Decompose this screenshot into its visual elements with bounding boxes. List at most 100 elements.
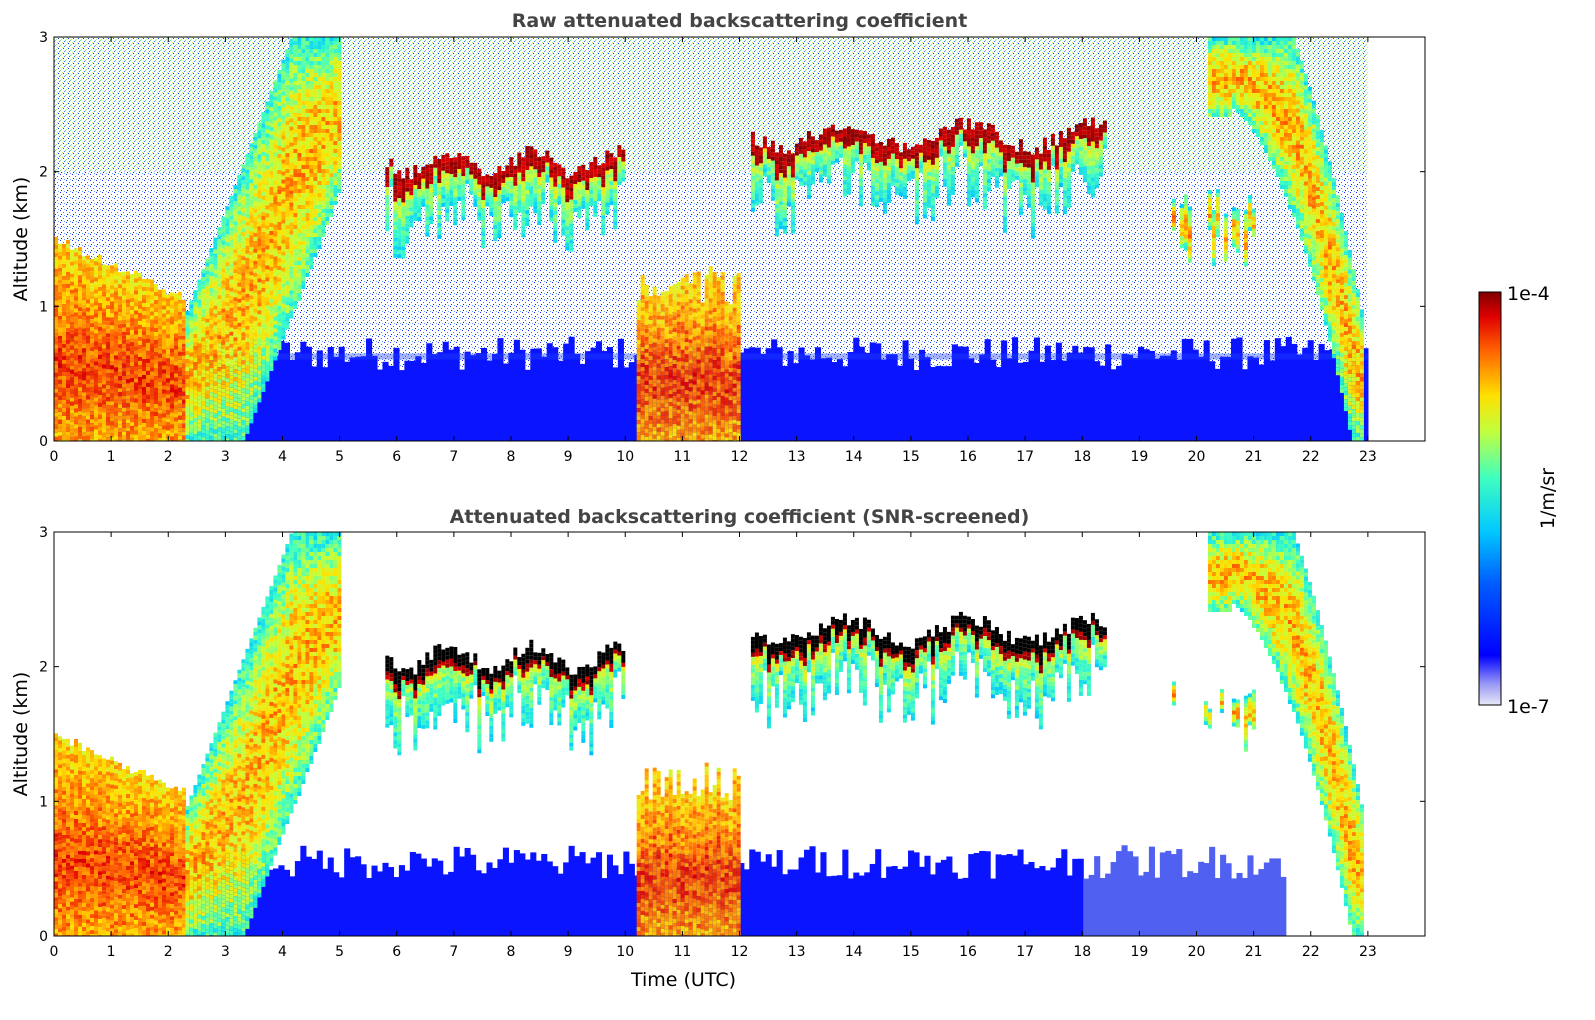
backscatter-cell (281, 139, 286, 144)
backscatter-cell (209, 320, 214, 325)
backscatter-cell (150, 299, 154, 304)
backscatter-cell (229, 367, 234, 372)
backscatter-cell (82, 296, 86, 301)
backscatter-cell (648, 304, 653, 309)
backscatter-cell (134, 338, 138, 343)
backscatter-cell (405, 231, 410, 236)
backscatter-cell (225, 326, 230, 331)
backscatter-cell (114, 343, 118, 348)
backscatter-cell (393, 253, 398, 258)
backscatter-cell (257, 194, 262, 199)
backscatter-cell (337, 65, 342, 69)
backscatter-cell (261, 379, 266, 384)
backscatter-cell (126, 399, 130, 404)
backscatter-cell (553, 214, 558, 219)
backscatter-cell (329, 197, 334, 201)
backscatter-cell (265, 125, 270, 130)
backscatter-cell (253, 336, 258, 341)
backscatter-cell (225, 342, 230, 347)
backscatter-cell (577, 202, 582, 207)
backscatter-cell (58, 419, 62, 424)
backscatter-cell (281, 99, 286, 104)
backscatter-cell (644, 356, 649, 361)
backscatter-cell (425, 204, 430, 209)
backscatter-cell (277, 146, 282, 151)
backscatter-cell (146, 306, 150, 311)
backscatter-cell (162, 357, 166, 362)
aerosol-cell (617, 338, 624, 441)
backscatter-cell (245, 189, 250, 194)
backscatter-cell (193, 386, 198, 391)
backscatter-cell (237, 286, 242, 291)
backscatter-cell (217, 259, 222, 264)
backscatter-cell (293, 77, 298, 81)
backscatter-cell (281, 299, 286, 304)
backscatter-cell (70, 413, 74, 418)
backscatter-cell (197, 299, 202, 304)
aerosol-cell (825, 357, 832, 441)
backscatter-cell (78, 427, 82, 432)
backscatter-cell (640, 343, 645, 348)
backscatter-cell (213, 285, 218, 290)
backscatter-cell (605, 198, 610, 203)
backscatter-cell (241, 364, 246, 369)
backscatter-cell (110, 313, 114, 318)
backscatter-cell (557, 164, 562, 169)
backscatter-cell (150, 407, 154, 412)
backscatter-cell (457, 180, 462, 185)
backscatter-cell (553, 226, 558, 231)
backscatter-cell (86, 303, 90, 308)
backscatter-cell (289, 290, 294, 295)
backscatter-cell (525, 198, 530, 203)
backscatter-cell (70, 257, 74, 262)
backscatter-cell (305, 181, 310, 185)
backscatter-cell (493, 221, 498, 226)
backscatter-cell (601, 171, 606, 176)
backscatter-cell (213, 269, 218, 274)
backscatter-cell (305, 233, 310, 237)
backscatter-cell (517, 156, 522, 161)
aerosol-cell (1066, 352, 1073, 441)
backscatter-cell (106, 429, 110, 434)
backscatter-cell (281, 67, 286, 72)
backscatter-cell (277, 142, 282, 147)
backscatter-cell (289, 42, 294, 47)
backscatter-cell (493, 209, 498, 214)
backscatter-cell (209, 404, 214, 409)
backscatter-cell (98, 418, 102, 423)
backscatter-cell (285, 89, 290, 94)
backscatter-cell (265, 201, 270, 206)
backscatter-cell (317, 177, 322, 181)
backscatter-cell (261, 303, 266, 308)
backscatter-cell (229, 423, 234, 428)
backscatter-cell (289, 94, 294, 99)
backscatter-cell (421, 194, 426, 199)
backscatter-cell (98, 318, 102, 323)
backscatter-cell (441, 162, 446, 167)
backscatter-cell (233, 201, 238, 206)
backscatter-cell (126, 391, 130, 396)
backscatter-cell (445, 213, 450, 218)
backscatter-cell (636, 372, 641, 377)
backscatter-cell (217, 431, 222, 436)
backscatter-cell (62, 295, 66, 300)
backscatter-cell (74, 412, 78, 417)
backscatter-cell (273, 168, 278, 173)
backscatter-cell (146, 422, 150, 427)
backscatter-cell (217, 279, 222, 284)
backscatter-cell (281, 191, 286, 196)
backscatter-cell (217, 283, 222, 288)
backscatter-cell (265, 153, 270, 158)
backscatter-cell (58, 427, 62, 432)
backscatter-cell (102, 372, 106, 377)
backscatter-cell (110, 317, 114, 322)
backscatter-cell (636, 392, 641, 397)
backscatter-cell (437, 235, 442, 240)
backscatter-cell (130, 294, 134, 299)
backscatter-cell (98, 394, 102, 399)
backscatter-cell (189, 356, 194, 361)
backscatter-cell (94, 413, 98, 418)
backscatter-cell (82, 312, 86, 317)
backscatter-cell (485, 194, 490, 199)
backscatter-cell (257, 398, 262, 403)
